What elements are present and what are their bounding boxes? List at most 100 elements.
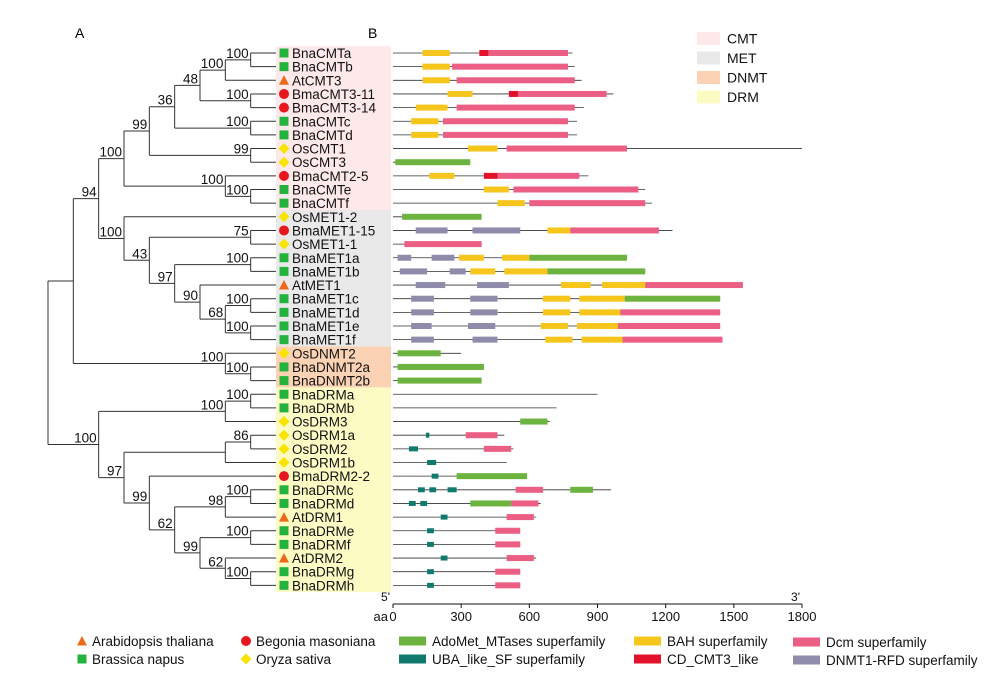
domain-dcm <box>452 63 568 70</box>
domain-dcm <box>456 77 575 84</box>
gene-row: BmaCMT2-5 <box>279 169 589 184</box>
domain-dcm <box>495 568 521 575</box>
domain-uba <box>431 473 439 479</box>
panel-a-label: A <box>75 25 85 41</box>
species-marker-brassica <box>279 539 289 549</box>
gene-row: OsMET1-1 <box>278 237 482 252</box>
species-marker-oryza <box>278 347 290 359</box>
domain-adomet <box>570 486 593 493</box>
domain-dcm <box>515 486 543 493</box>
species-marker-brassica <box>279 376 289 386</box>
clade-legend-swatch-dnmt <box>697 71 720 84</box>
gene-name: BnaDRMe <box>292 524 354 539</box>
domain-dcm <box>497 172 580 179</box>
axis-tick-label: 900 <box>587 609 609 624</box>
domain-adomet <box>529 254 628 261</box>
domain-bah <box>422 50 450 56</box>
domain-bah <box>542 295 571 302</box>
domain-dcm <box>495 582 521 589</box>
legend-domain-label: AdoMet_MTases superfamily <box>432 634 606 649</box>
gene-name: OsDRM1b <box>292 456 355 471</box>
legend-marker-arabidopsis <box>77 636 87 646</box>
gene-row: OsDRM3 <box>278 415 550 430</box>
gene-row: BnaMET1b <box>279 264 646 279</box>
species-marker-brassica <box>279 48 289 58</box>
bootstrap-value: 99 <box>234 141 249 156</box>
domain-dcm <box>570 227 659 234</box>
gene-row: OsDRM2 <box>278 442 514 457</box>
domain-bah <box>470 268 496 275</box>
domain-dnmt1rfd <box>397 254 412 261</box>
domain-dnmt1rfd <box>467 323 496 329</box>
clade-band-met <box>276 209 391 347</box>
domain-bah <box>602 282 646 289</box>
gene-name: BnaMET1e <box>292 319 360 334</box>
gene-name: BnaCMTa <box>292 46 352 61</box>
gene-row: OsDRM1b <box>278 456 507 471</box>
bootstrap-value: 100 <box>201 172 224 187</box>
domain-dcm <box>442 131 568 138</box>
gene-row: BmaMET1-15 <box>279 223 673 238</box>
bootstrap-value: 99 <box>132 117 147 132</box>
gene-name: BnaCMTb <box>292 60 353 75</box>
domain-dcm <box>465 432 498 439</box>
domain-dcm <box>622 336 723 343</box>
species-marker-begonia <box>279 170 289 181</box>
domain-bah <box>504 268 548 275</box>
gene-row: AtCMT3 <box>279 73 582 88</box>
clade-legend-swatch-drm <box>697 90 720 104</box>
domain-bah <box>547 227 571 234</box>
legend-species-label: Oryza sativa <box>256 652 332 667</box>
bootstrap-value: 100 <box>226 360 249 375</box>
gene-row: BnaDRMg <box>279 565 521 580</box>
clade-legend: CMT MET DNMT DRM <box>697 31 768 105</box>
domain-dcm <box>517 90 607 97</box>
gene-name: OsCMT3 <box>292 155 346 170</box>
species-marker-begonia <box>279 471 289 482</box>
domain-dcm <box>645 282 743 289</box>
phylogenetic-tree: 1001001004810036999910010010075100100100… <box>47 46 276 586</box>
domain-uba <box>429 487 437 493</box>
domain-bah <box>581 336 623 343</box>
bootstrap-value: 43 <box>132 246 147 261</box>
domain-dnmt1rfd <box>399 268 428 275</box>
gene-row: BmaDRM2-2 <box>279 469 528 484</box>
gene-row: BnaDNMT2a <box>279 360 484 375</box>
bootstrap-value: 97 <box>107 464 122 479</box>
legend-swatch-cd-cmt3 <box>634 654 661 664</box>
species-marker-oryza <box>278 457 290 468</box>
gene-name: BnaCMTc <box>292 114 351 129</box>
domain-dnmt1rfd <box>477 282 509 289</box>
species-marker-brassica <box>279 498 289 508</box>
domain-uba <box>427 528 434 534</box>
species-marker-oryza <box>278 211 290 223</box>
domain-uba <box>427 569 434 575</box>
bootstrap-value: 62 <box>208 554 223 569</box>
gene-name: AtDRM2 <box>292 551 343 566</box>
bootstrap-value: 100 <box>226 87 249 102</box>
species-marker-oryza <box>278 443 290 455</box>
gene-name: OsCMT1 <box>292 142 346 157</box>
bootstrap-value: 97 <box>158 269 173 284</box>
species-marker-arabidopsis <box>279 75 289 85</box>
gene-name: BnaMET1d <box>292 305 360 320</box>
domain-uba <box>447 487 457 493</box>
axis-tick-label: 0 <box>389 609 396 624</box>
species-marker-brassica <box>279 526 289 536</box>
gene-row: OsMET1-2 <box>278 210 482 225</box>
domain-dcm <box>456 104 575 111</box>
clade-legend-label-cmt: CMT <box>727 31 758 47</box>
legend-marker-begonia <box>241 636 251 646</box>
axis-tick-label: 1200 <box>651 609 680 624</box>
bootstrap-value: 75 <box>234 223 249 238</box>
gene-row: BnaCMTe <box>279 183 646 198</box>
gene-row: BnaMET1d <box>279 305 721 320</box>
domain-dcm <box>529 200 646 207</box>
domain-adomet <box>397 377 482 384</box>
gene-row: BnaDRMb <box>279 401 557 416</box>
gene-name: BnaDRMg <box>292 565 354 580</box>
species-marker-arabidopsis <box>279 512 289 522</box>
legend-marker-brassica <box>77 654 87 664</box>
bootstrap-value: 90 <box>183 288 198 303</box>
species-marker-brassica <box>279 130 289 140</box>
